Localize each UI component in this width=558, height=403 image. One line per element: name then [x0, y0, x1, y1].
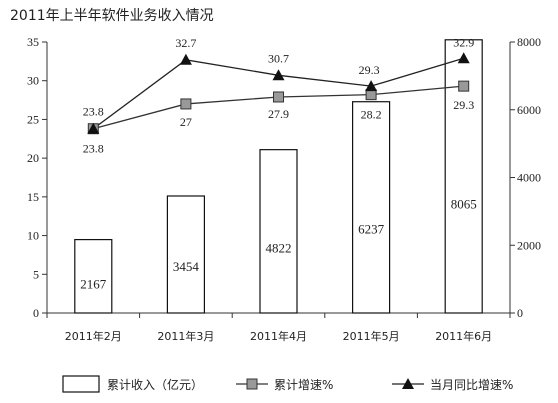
left-tick-label: 20 [27, 151, 39, 165]
bar-value-label: 6237 [358, 221, 385, 236]
left-tick-label: 5 [33, 267, 39, 281]
bar [166, 195, 205, 314]
monthly-growth-point [272, 69, 285, 81]
x-tick-label: 2011年4月 [250, 329, 307, 343]
bar [74, 238, 113, 314]
right-tick-label: 4000 [517, 171, 541, 185]
legend: 累计收入（亿元） 累计增速% 当月同比增速% [62, 375, 513, 393]
cumulative-growth-point [273, 91, 284, 103]
x-tick-label: 2011年6月 [435, 329, 492, 343]
x-tick-label: 2011年5月 [343, 329, 400, 343]
monthly-growth-point [179, 53, 192, 65]
cumulative-growth-label: 28.2 [361, 108, 382, 122]
legend-triangle-label: 当月同比增速% [430, 378, 513, 392]
monthly-growth-label: 23.8 [83, 105, 104, 119]
right-tick-label: 6000 [517, 103, 541, 117]
cumulative-growth-point [365, 89, 377, 101]
cumulative-growth-label: 23.8 [83, 142, 104, 156]
left-tick-label: 30 [27, 74, 39, 88]
bar [259, 149, 298, 314]
left-tick-label: 10 [27, 229, 39, 243]
legend-bar-label: 累计收入（亿元） [107, 377, 203, 392]
legend-square-label: 累计增速% [274, 378, 333, 392]
monthly-growth-label: 30.7 [268, 51, 289, 65]
right-tick-label: 8000 [517, 35, 541, 49]
bar [352, 101, 391, 314]
chart-title: 2011年上半年软件业务收入情况 [10, 8, 214, 24]
monthly-growth-label: 32.9 [453, 35, 474, 49]
left-tick-label: 25 [27, 112, 39, 126]
left-tick-label: 15 [27, 190, 39, 204]
cumulative-growth-point [180, 98, 192, 110]
monthly-growth-point [457, 52, 470, 64]
monthly-growth-label: 32.7 [175, 36, 196, 50]
bar-value-label: 8065 [451, 197, 477, 212]
monthly-growth-label: 29.3 [359, 63, 380, 77]
left-tick-label: 0 [33, 306, 39, 320]
bar-value-label: 2167 [80, 277, 107, 292]
cumulative-growth-label: 29.3 [453, 98, 474, 112]
lines [87, 52, 470, 135]
bar-value-label: 3454 [173, 259, 200, 274]
bars [74, 39, 483, 314]
legend-triangle-marker [402, 378, 414, 389]
x-tick-label: 2011年2月 [65, 329, 122, 343]
monthly-growth-point [87, 122, 100, 134]
legend-square-marker [246, 378, 258, 390]
cumulative-growth-label: 27.9 [268, 107, 289, 121]
data-labels: 2167 3454 4822 6237 8065 23.8 27 27.9 28.2 29.3 23… [80, 35, 476, 291]
cumulative-growth-point [458, 80, 470, 92]
axes: 0 5 10 15 20 25 30 35 0 2000 4000 6000 8000 2011年2月 20… [27, 35, 541, 343]
left-tick-label: 35 [27, 35, 39, 49]
right-tick-label: 2000 [517, 238, 541, 252]
legend-bar-swatch [62, 375, 100, 393]
monthly-growth-point [365, 80, 378, 92]
bar-value-label: 4822 [266, 241, 292, 256]
right-tick-label: 0 [517, 306, 523, 320]
cumulative-growth-label: 27 [180, 115, 192, 129]
x-tick-label: 2011年3月 [157, 329, 214, 343]
